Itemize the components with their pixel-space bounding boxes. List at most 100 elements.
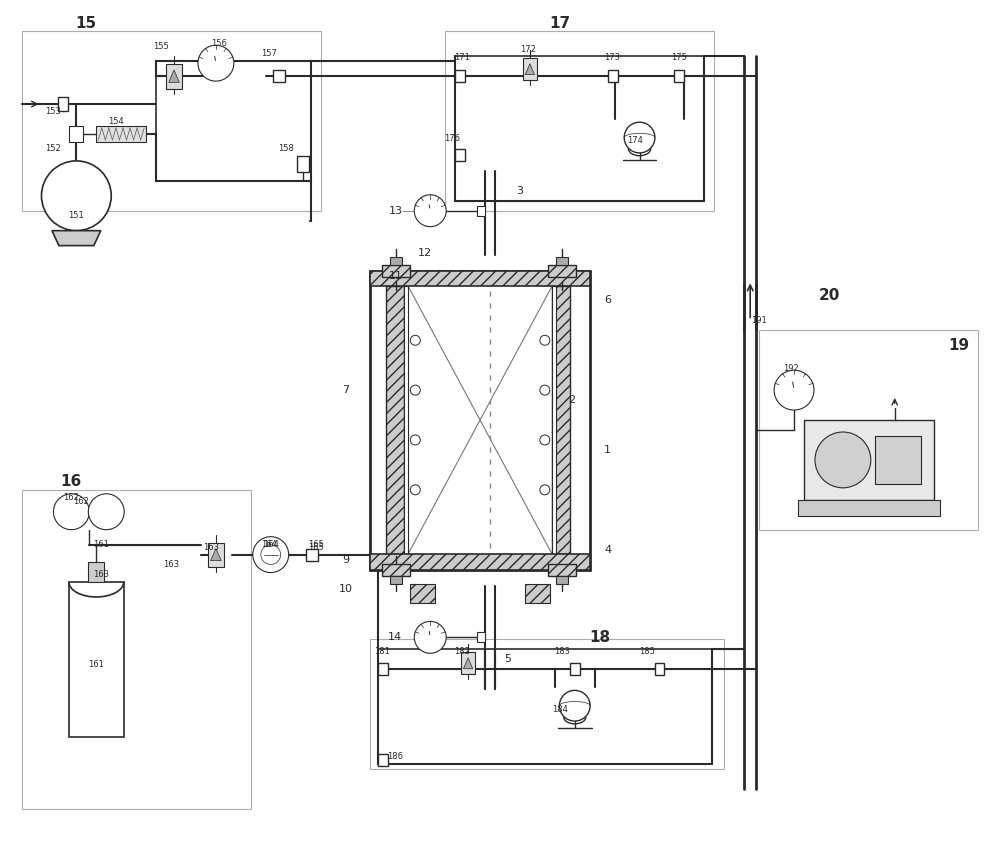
- Bar: [297, 156, 309, 171]
- Text: 4: 4: [604, 545, 611, 554]
- Text: 13: 13: [388, 206, 402, 216]
- Polygon shape: [525, 64, 535, 74]
- Text: 14: 14: [388, 632, 402, 643]
- Text: 163: 163: [163, 560, 179, 569]
- Circle shape: [624, 122, 655, 153]
- Bar: [455, 149, 465, 161]
- Circle shape: [88, 494, 124, 530]
- Bar: [455, 56, 704, 201]
- Bar: [382, 564, 410, 576]
- Polygon shape: [169, 70, 179, 82]
- Polygon shape: [463, 658, 473, 669]
- Bar: [370, 639, 724, 769]
- Text: 154: 154: [108, 117, 124, 126]
- Text: 181: 181: [374, 647, 390, 656]
- Bar: [461, 652, 475, 675]
- Bar: [570, 663, 580, 675]
- Bar: [370, 553, 590, 570]
- Bar: [88, 562, 104, 582]
- Text: 165: 165: [308, 543, 324, 553]
- Text: 156: 156: [211, 39, 227, 48]
- Text: 157: 157: [261, 48, 277, 58]
- Bar: [548, 564, 576, 576]
- Bar: [608, 70, 618, 82]
- Circle shape: [410, 385, 420, 395]
- Text: 2: 2: [568, 395, 575, 405]
- Bar: [96, 126, 146, 142]
- Bar: [378, 754, 388, 766]
- Text: 158: 158: [278, 145, 294, 153]
- Bar: [306, 549, 318, 560]
- Bar: [404, 287, 408, 553]
- Text: 3: 3: [516, 186, 523, 196]
- Bar: [69, 582, 124, 736]
- Text: 186: 186: [387, 753, 403, 761]
- Bar: [804, 420, 934, 500]
- Bar: [552, 287, 570, 553]
- Bar: [525, 584, 550, 604]
- Text: 153: 153: [45, 107, 61, 115]
- Circle shape: [410, 435, 420, 445]
- Text: 171: 171: [454, 53, 470, 61]
- Text: 18: 18: [589, 630, 610, 645]
- Bar: [22, 31, 321, 210]
- Bar: [22, 490, 251, 809]
- Text: 164: 164: [263, 540, 279, 549]
- Circle shape: [540, 435, 550, 445]
- Bar: [445, 31, 714, 210]
- Bar: [556, 576, 568, 584]
- Text: 20: 20: [818, 288, 840, 303]
- Bar: [655, 663, 664, 675]
- Text: 6: 6: [604, 295, 611, 306]
- Bar: [208, 543, 224, 566]
- Bar: [759, 330, 978, 530]
- Circle shape: [815, 432, 871, 488]
- Text: 1: 1: [604, 445, 611, 455]
- Circle shape: [410, 485, 420, 494]
- Bar: [556, 256, 568, 264]
- Text: 17: 17: [549, 16, 570, 31]
- Bar: [477, 632, 485, 643]
- Bar: [390, 256, 402, 264]
- Bar: [156, 61, 311, 181]
- Circle shape: [410, 335, 420, 346]
- Bar: [390, 576, 402, 584]
- Bar: [552, 287, 556, 553]
- Text: 165: 165: [308, 540, 324, 549]
- Text: 183: 183: [554, 647, 570, 656]
- Text: 162: 162: [73, 497, 89, 507]
- Bar: [477, 206, 485, 216]
- Text: 185: 185: [640, 647, 655, 656]
- Text: 162: 162: [63, 494, 79, 502]
- Circle shape: [540, 485, 550, 494]
- Text: 16: 16: [61, 475, 82, 489]
- Text: 173: 173: [604, 53, 620, 61]
- Circle shape: [253, 537, 289, 572]
- Bar: [69, 126, 83, 142]
- Text: 176: 176: [444, 134, 460, 144]
- Bar: [798, 500, 940, 516]
- Bar: [548, 264, 576, 276]
- Text: 174: 174: [627, 137, 643, 145]
- Circle shape: [559, 690, 590, 721]
- Text: 182: 182: [454, 647, 470, 656]
- Text: 161: 161: [88, 660, 104, 669]
- Circle shape: [198, 45, 234, 81]
- Text: 152: 152: [46, 145, 61, 153]
- Text: 192: 192: [783, 364, 799, 372]
- Circle shape: [540, 385, 550, 395]
- Text: 12: 12: [418, 248, 432, 257]
- Text: 163: 163: [93, 570, 109, 579]
- Bar: [378, 663, 388, 675]
- Text: 191: 191: [751, 316, 767, 325]
- Text: 175: 175: [671, 53, 687, 61]
- Text: 19: 19: [948, 338, 969, 352]
- Text: 163: 163: [203, 543, 219, 553]
- Bar: [523, 58, 537, 81]
- Bar: [674, 70, 684, 82]
- Text: 5: 5: [504, 655, 511, 664]
- Text: 184: 184: [552, 705, 568, 714]
- Bar: [58, 97, 68, 111]
- Circle shape: [414, 622, 446, 653]
- Text: 151: 151: [68, 211, 84, 220]
